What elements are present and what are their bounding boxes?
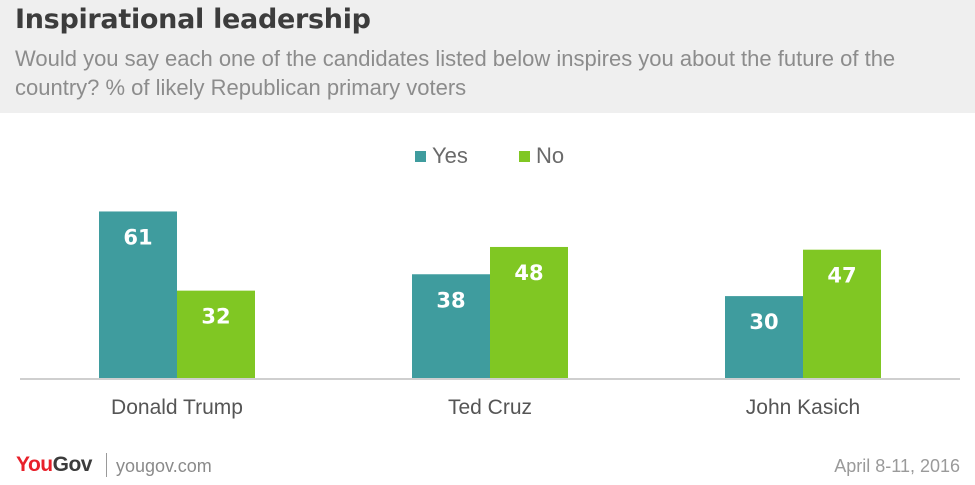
chart-header: Inspirational leadership Would you say e… bbox=[0, 0, 975, 113]
legend-label-no: No bbox=[536, 143, 565, 168]
legend-label-yes: Yes bbox=[432, 143, 468, 168]
bar-no-0 bbox=[177, 290, 255, 378]
footer-date: April 8-11, 2016 bbox=[834, 456, 960, 476]
data-label-no-2: 47 bbox=[827, 264, 856, 288]
chart-subtitle: Would you say each one of the candidates… bbox=[15, 46, 896, 100]
data-label-yes-2: 30 bbox=[749, 310, 778, 334]
category-label-2: John Kasich bbox=[746, 396, 860, 419]
bar-yes-1 bbox=[412, 274, 490, 378]
data-label-no-0: 32 bbox=[201, 305, 230, 329]
bar-no-2 bbox=[803, 249, 881, 378]
category-label-0: Donald Trump bbox=[111, 396, 243, 419]
chart-legend: Yes No bbox=[0, 141, 975, 171]
category-label-1: Ted Cruz bbox=[448, 396, 532, 419]
bar-yes-0 bbox=[99, 211, 177, 378]
footer-divider bbox=[106, 453, 107, 477]
legend-item-no: No bbox=[519, 141, 564, 171]
legend-swatch-no bbox=[519, 150, 530, 162]
logo-gov: Gov bbox=[52, 453, 93, 476]
data-label-yes-0: 61 bbox=[123, 225, 152, 249]
data-label-no-1: 48 bbox=[514, 261, 543, 285]
bar-chart-plot: 61 32 Donald Trump 38 48 Ted Cruz 30 47 John Kas… bbox=[20, 211, 960, 419]
chart-title: Inspirational leadership bbox=[15, 4, 371, 35]
bar-no-1 bbox=[490, 246, 568, 378]
bar-yes-2 bbox=[725, 296, 803, 378]
yougov-logo: YouGov bbox=[16, 453, 92, 477]
legend-item-yes: Yes bbox=[415, 141, 468, 171]
logo-you: You bbox=[16, 453, 53, 476]
footer-site-link[interactable]: yougov.com bbox=[116, 456, 212, 476]
legend-swatch-yes bbox=[415, 150, 426, 162]
data-label-yes-1: 38 bbox=[436, 288, 465, 312]
